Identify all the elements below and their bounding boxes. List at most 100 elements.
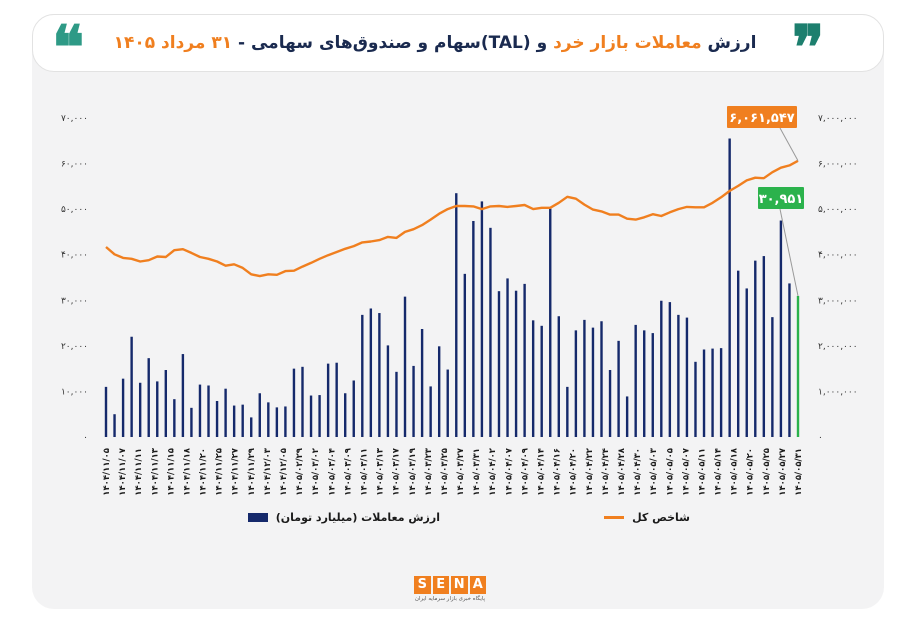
- bar: [369, 308, 373, 437]
- quote-close-icon: ❝: [52, 13, 85, 83]
- y-right-tick-label: ۷,۰۰۰,۰۰۰: [818, 114, 858, 124]
- x-tick-label: ۱۴۰۵/۰۵/۳۱: [794, 448, 804, 496]
- y-left-tick-label: ۱۰,۰۰۰: [61, 387, 88, 397]
- x-tick-label: ۱۴۰۵/۰۳/۰۲: [311, 447, 321, 496]
- bar: [557, 316, 560, 437]
- bar: [660, 300, 663, 437]
- x-tick-label: ۱۴۰۴/۱۱/۱۸: [182, 447, 192, 496]
- bar: [284, 406, 287, 437]
- bar: [531, 320, 535, 437]
- y-left-tick-label: ۰: [83, 433, 88, 443]
- y-left-tick-label: ۴۰,۰۰۰: [61, 251, 88, 261]
- bar: [489, 227, 492, 437]
- bar: [480, 201, 484, 437]
- y-right-tick-label: ۲,۰۰۰,۰۰۰: [818, 342, 858, 352]
- bar: [147, 358, 150, 437]
- bar: [130, 336, 133, 437]
- bar-last: [796, 295, 800, 437]
- x-tick-label: ۱۴۰۵/۰۵/۰۷: [681, 447, 691, 496]
- index-line: [105, 159, 799, 278]
- bar: [643, 330, 646, 437]
- bar: [318, 395, 321, 437]
- bar: [762, 256, 766, 437]
- x-tick-label: ۱۴۰۵/۰۴/۲۴: [601, 448, 611, 496]
- bar: [207, 385, 210, 437]
- legend-label-line: شاخص کل: [632, 511, 690, 524]
- logo-tagline: پایگاه خبری بازار سرمایه ایران: [414, 596, 486, 602]
- bar: [412, 365, 415, 437]
- bar: [241, 404, 244, 437]
- bar: [702, 349, 706, 437]
- x-tick-label: ۱۴۰۵/۰۵/۱۸: [730, 447, 740, 496]
- logo-letter: E: [432, 576, 449, 594]
- bar: [395, 371, 398, 437]
- x-tick-label: ۱۴۰۵/۰۵/۲۵: [762, 448, 772, 496]
- bar: [190, 407, 193, 437]
- bar: [215, 400, 219, 437]
- legend-swatch-line: [604, 516, 624, 519]
- bar: [104, 386, 108, 437]
- x-tick-label: ۱۴۰۴/۱۱/۱۱: [134, 448, 144, 496]
- bar: [506, 278, 509, 437]
- x-tick-label: ۱۴۰۵/۰۴/۳۰: [633, 448, 643, 496]
- bar: [583, 319, 586, 437]
- bar: [694, 361, 697, 437]
- bar: [685, 317, 689, 437]
- bar: [771, 317, 774, 437]
- y-left-tick-label: ۳۰,۰۰۰: [61, 296, 88, 306]
- bar: [173, 399, 176, 437]
- x-tick-label: ۱۴۰۵/۰۵/۰۵: [665, 448, 675, 496]
- bar: [250, 417, 253, 437]
- bar-callout-leader: [779, 208, 799, 297]
- logo-letters: S E N A: [414, 576, 486, 594]
- x-tick-label: ۱۴۰۵/۰۴/۲۸: [617, 447, 627, 496]
- bar: [403, 296, 407, 437]
- bar: [600, 321, 603, 437]
- bar: [728, 138, 731, 437]
- bar: [352, 380, 355, 437]
- bar: [779, 220, 783, 437]
- bar: [523, 283, 526, 437]
- bar: [455, 193, 458, 437]
- x-tick-label: ۱۴۰۵/۰۵/۱۴: [714, 448, 724, 496]
- bar: [617, 340, 620, 437]
- x-tick-label: ۱۴۰۵/۰۳/۲۵: [440, 448, 450, 496]
- bar: [224, 388, 227, 437]
- bar: [608, 370, 612, 437]
- x-tick-label: ۱۴۰۴/۱۱/۰۷: [118, 447, 128, 496]
- x-tick-label: ۱۴۰۴/۱۱/۱۵: [166, 448, 176, 496]
- x-tick-label: ۱۴۰۵/۰۴/۱۴: [537, 448, 547, 496]
- y-left-tick-label: ۲۰,۰۰۰: [61, 342, 88, 352]
- bar: [361, 314, 364, 437]
- line-callout-leader: [779, 127, 799, 162]
- bar: [634, 324, 637, 437]
- x-tick-label: ۱۴۰۵/۰۴/۲۲: [585, 447, 595, 496]
- x-tick-label: ۱۴۰۵/۰۳/۰۴: [327, 448, 337, 496]
- bar: [309, 395, 313, 437]
- line-callout-label: ۶,۰۶۱,۵۴۷: [729, 111, 794, 126]
- bar-callout-box: [758, 187, 804, 209]
- bar: [540, 325, 543, 437]
- x-tick-label: ۱۴۰۵/۰۵/۲۰: [746, 448, 756, 496]
- x-tick-label: ۱۴۰۵/۰۴/۰۲: [488, 447, 498, 496]
- sena-logo: S E N A پایگاه خبری بازار سرمایه ایران: [412, 576, 488, 609]
- bar: [292, 368, 296, 437]
- title-highlight: معاملات بازار خرد: [553, 33, 702, 53]
- title-date: ۳۱ مرداد ۱۴۰۵: [113, 33, 233, 53]
- bar: [549, 208, 552, 437]
- logo-letter: N: [451, 576, 468, 594]
- bar: [788, 283, 791, 437]
- quote-open-icon: ❞: [792, 13, 825, 83]
- x-tick-label: ۱۴۰۵/۰۳/۱۹: [408, 447, 418, 496]
- line-callout-box: [727, 106, 797, 128]
- y-left-tick-label: ۷۰,۰۰۰: [61, 114, 88, 124]
- y-right-tick-label: ۱,۰۰۰,۰۰۰: [818, 387, 858, 397]
- bar: [472, 220, 475, 437]
- x-tick-label: ۱۴۰۵/۰۳/۱۳: [376, 447, 386, 496]
- x-tick-label: ۱۴۰۵/۰۲/۲۹: [295, 447, 305, 496]
- x-tick-label: ۱۴۰۵/۰۳/۲۳: [424, 447, 434, 496]
- bar: [181, 354, 185, 437]
- x-tick-label: ۱۴۰۴/۱۱/۲۷: [231, 447, 241, 496]
- bar: [437, 346, 441, 437]
- bar: [156, 381, 159, 437]
